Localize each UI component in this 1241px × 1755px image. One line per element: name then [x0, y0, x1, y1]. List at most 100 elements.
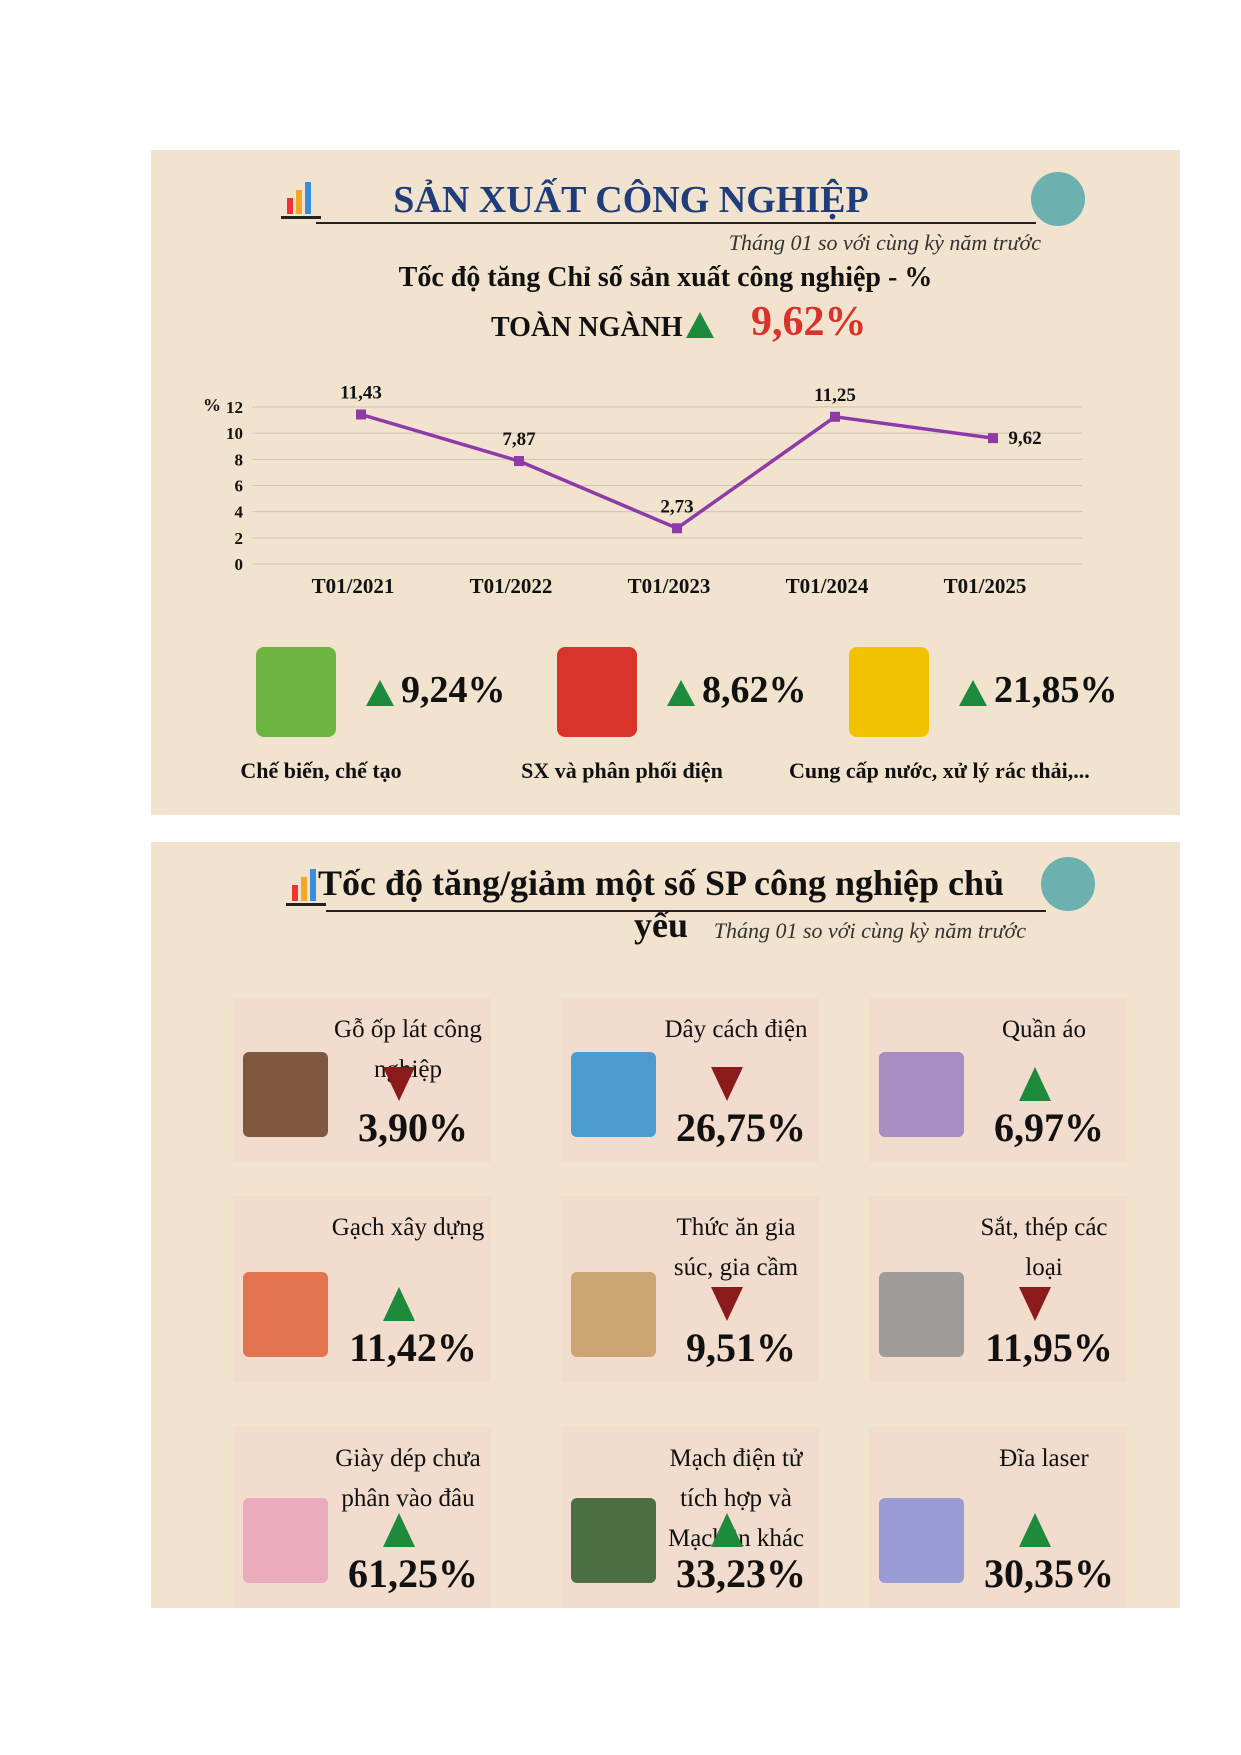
trend-down-arrow — [711, 1287, 743, 1321]
product-value: 3,90% — [358, 1105, 468, 1150]
y-tick-label: 2 — [235, 529, 244, 548]
chart-icon — [286, 857, 326, 906]
x-tick-label: T01/2025 — [944, 574, 1027, 598]
line-chart: % 0 2 4 6 8 10 12 11,43 7,87 2,73 11,25 9,62 T01/2021… — [203, 382, 1082, 598]
x-tick-label: T01/2021 — [312, 574, 395, 598]
sector-value: 21,85% — [994, 669, 1118, 711]
trend-up-arrow — [959, 680, 987, 706]
data-label: 7,87 — [502, 429, 536, 450]
y-tick-label: 4 — [235, 503, 244, 522]
product-card: Giày dép chưa phân vào đâu 61,25% — [233, 1427, 491, 1608]
product-image — [879, 1052, 964, 1137]
trend-arrow — [711, 1067, 743, 1101]
product-value: 26,75% — [676, 1105, 806, 1150]
sector-icon — [849, 647, 929, 737]
product-image — [571, 1052, 656, 1137]
product-card: Đĩa laser 30,35% — [869, 1427, 1127, 1608]
product-label: Quần áo — [1002, 1016, 1086, 1043]
product-card: Quần áo 6,97% — [869, 998, 1127, 1162]
data-point — [830, 411, 840, 422]
data-point — [356, 409, 366, 420]
title: SẢN XUẤT CÔNG NGHIỆP — [393, 179, 869, 221]
products-subtitle: Tháng 01 so với cùng kỳ năm trước — [713, 918, 1026, 943]
trend-arrow — [383, 1513, 415, 1547]
x-tick-label: T01/2024 — [786, 574, 869, 598]
product-card: Gỗ ốp lát công nghiệp3,90% — [233, 998, 491, 1162]
y-tick-label: 6 — [235, 477, 244, 496]
trend-arrow — [1019, 1067, 1051, 1101]
product-card: Mạch điện tử tích hợp và Mạch in khác 33,… — [561, 1427, 819, 1608]
product-label: Sắt, thép các loại — [980, 1214, 1108, 1281]
sector-icon — [557, 647, 637, 737]
logo — [1031, 172, 1085, 226]
product-image — [243, 1498, 328, 1583]
trend-arrow — [711, 1513, 743, 1547]
data-label: 2,73 — [660, 496, 693, 517]
x-tick-label: T01/2022 — [470, 574, 553, 598]
product-card: Dây cách điện 26,75% — [561, 998, 819, 1162]
sector-label: Chế biến, chế tạo — [240, 758, 402, 783]
trend-up-arrow — [711, 1513, 743, 1547]
bottom-panel: Tốc độ tăng/giảm một số SP công nghiệp c… — [151, 842, 1180, 1608]
product-card: Sắt, thép các loại 11,95% — [869, 1196, 1127, 1382]
trend-arrow — [1019, 1513, 1051, 1547]
product-label: Dây cách điện — [664, 1016, 808, 1043]
sector-value: 8,62% — [702, 669, 807, 711]
product-card: Gạch xây dựng 11,42% — [233, 1196, 491, 1382]
y-tick-label: 8 — [235, 450, 244, 469]
y-tick-label: 10 — [226, 424, 243, 443]
product-value: 9,51% — [686, 1325, 796, 1370]
subtitle: Tháng 01 so với cùng kỳ năm trước — [728, 230, 1041, 255]
sector-label: SX và phân phối điện — [521, 758, 723, 783]
top-panel: SẢN XUẤT CÔNG NGHIỆP Tháng 01 so với cùn… — [151, 150, 1180, 815]
trend-down-arrow — [383, 1067, 415, 1101]
products-title: Tốc độ tăng/giảm một số SP công nghiệp c… — [317, 863, 1005, 945]
trend-arrow — [667, 680, 695, 706]
sector-label: Cung cấp nước, xử lý rác thải,... — [789, 758, 1090, 783]
y-axis-label: % — [203, 395, 221, 415]
data-label: 11,43 — [340, 382, 382, 403]
data-point — [988, 433, 998, 444]
product-label: Mạch điện tử tích hợp và Mạch in khác — [667, 1445, 805, 1552]
product-value: 33,23% — [676, 1551, 806, 1596]
data-label: 11,25 — [814, 385, 856, 406]
trend-arrow — [711, 1287, 743, 1321]
logo — [1041, 857, 1095, 911]
product-image — [879, 1498, 964, 1583]
trend-up-arrow — [1019, 1513, 1051, 1547]
trend-arrow — [686, 312, 714, 338]
trend-arrow — [959, 680, 987, 706]
overall-label: TOÀN NGÀNH — [491, 312, 683, 343]
trend-up-arrow — [667, 680, 695, 706]
trend-down-arrow — [711, 1067, 743, 1101]
product-value: 11,95% — [985, 1325, 1113, 1370]
x-tick-label: T01/2023 — [628, 574, 711, 598]
title-rule — [326, 910, 1046, 912]
title-rule — [316, 222, 1036, 224]
data-point — [514, 456, 524, 467]
product-image — [243, 1272, 328, 1357]
trend-up-arrow — [366, 680, 394, 706]
product-image — [571, 1272, 656, 1357]
product-value: 11,42% — [349, 1325, 477, 1370]
trend-up-arrow — [383, 1513, 415, 1547]
trend-arrow — [1019, 1287, 1051, 1321]
overall-value: 9,62% — [751, 299, 867, 345]
trend-arrow — [383, 1067, 415, 1101]
y-tick-label: 0 — [235, 555, 244, 574]
trend-up-arrow — [383, 1287, 415, 1321]
data-label: 9,62 — [1008, 428, 1041, 449]
trend-up-arrow — [1019, 1067, 1051, 1101]
product-card: Thức ăn gia súc, gia cầm 9,51% — [561, 1196, 819, 1382]
product-label: Thức ăn gia súc, gia cầm — [673, 1214, 799, 1281]
product-image — [243, 1052, 328, 1137]
sector-value: 9,24% — [401, 669, 506, 711]
product-image — [879, 1272, 964, 1357]
product-label: Gạch xây dựng — [331, 1214, 485, 1241]
sector-icon — [256, 647, 336, 737]
chart-icon — [281, 170, 321, 219]
product-value: 6,97% — [994, 1105, 1104, 1150]
product-label: Đĩa laser — [999, 1445, 1089, 1472]
product-label: Giày dép chưa phân vào đâu — [335, 1445, 481, 1512]
